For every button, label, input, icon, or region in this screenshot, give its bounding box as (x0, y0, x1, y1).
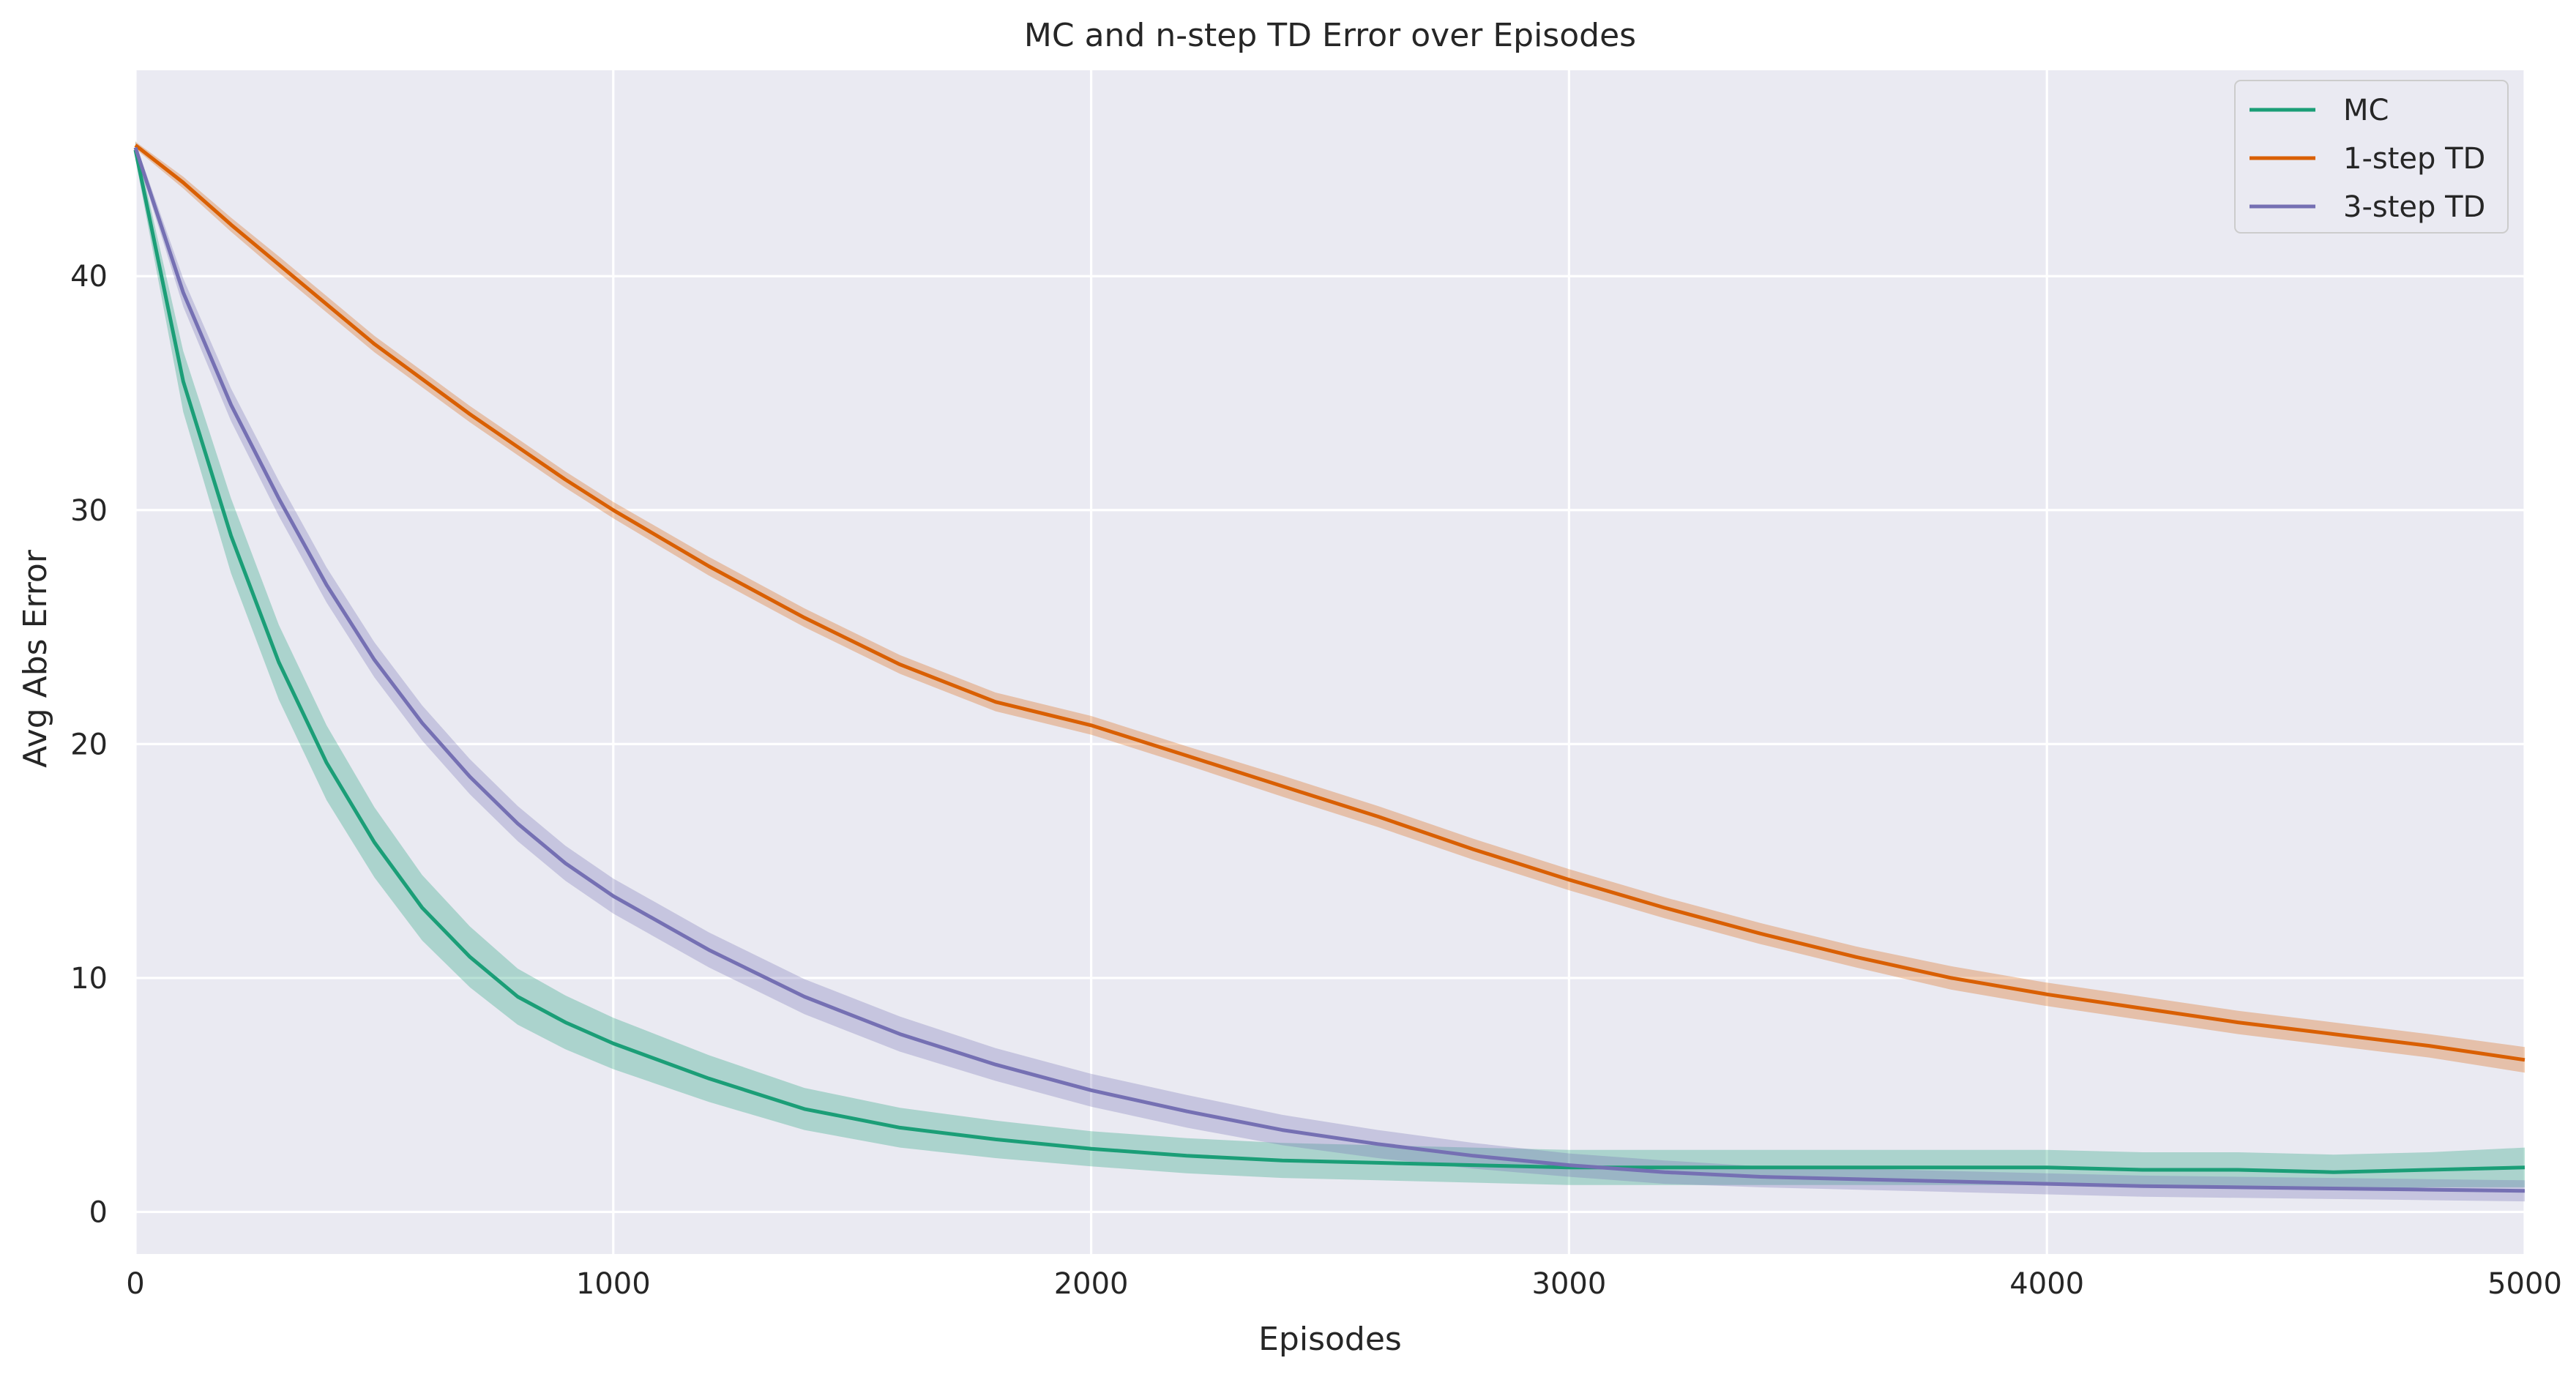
legend-label: MC (2343, 94, 2389, 127)
x-tick-label: 1000 (576, 1267, 651, 1301)
y-tick-label: 0 (89, 1195, 108, 1229)
grid (134, 70, 2526, 1254)
line-3-step-td (133, 146, 2525, 1193)
legend: MC 1-step TD 3-step TD (2234, 80, 2509, 234)
x-tick-label: 4000 (2009, 1267, 2084, 1301)
y-tick-label: 20 (70, 728, 108, 761)
line-mc (133, 149, 2525, 1174)
x-tick-label: 2000 (1054, 1267, 1129, 1301)
y-tick-label: 10 (70, 962, 108, 996)
x-tick-labels: 0 1000 2000 3000 4000 5000 (126, 1267, 2562, 1301)
x-tick-label: 3000 (1532, 1267, 1607, 1301)
x-tick-label: 5000 (2487, 1267, 2562, 1301)
plot-background (135, 70, 2525, 1254)
y-tick-label: 40 (70, 260, 108, 294)
line-1-step-td (134, 143, 2525, 1062)
x-tick-label: 0 (126, 1267, 144, 1301)
legend-label: 3-step TD (2343, 190, 2485, 224)
legend-label: 1-step TD (2343, 142, 2485, 176)
x-axis-label: Episodes (1258, 1321, 1402, 1358)
legend-box (2234, 80, 2509, 234)
chart-title: MC and n-step TD Error over Episodes (1024, 17, 1636, 54)
y-axis-label: Avg Abs Error (17, 549, 54, 768)
y-tick-labels: 0 10 20 30 40 (70, 260, 108, 1229)
series-lines (133, 143, 2525, 1193)
y-tick-label: 30 (70, 494, 108, 528)
